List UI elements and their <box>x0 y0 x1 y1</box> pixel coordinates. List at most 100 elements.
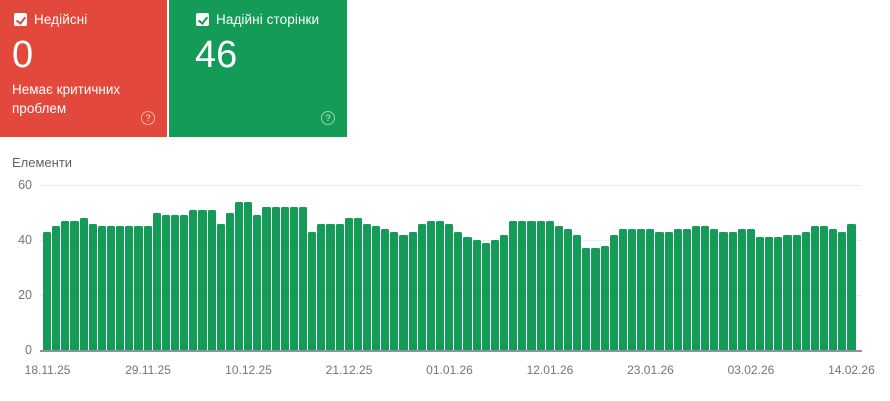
chart-bar[interactable] <box>88 223 97 350</box>
chart-bar[interactable] <box>298 207 308 350</box>
chart-bar[interactable] <box>152 212 161 350</box>
chart-bar[interactable] <box>454 231 463 350</box>
chart-bar[interactable] <box>189 209 198 350</box>
chart-bar[interactable] <box>52 226 61 350</box>
chart-bar[interactable] <box>829 229 838 350</box>
chart-bar[interactable] <box>765 237 774 350</box>
x-axis-tick-label: 01.01.26 <box>426 363 473 377</box>
chart-bar[interactable] <box>737 229 746 350</box>
chart-bar[interactable] <box>207 209 216 350</box>
valid-card-header: Надійні сторінки <box>196 12 319 27</box>
chart-bar[interactable] <box>472 240 481 350</box>
chart-bar[interactable] <box>637 229 646 350</box>
chart-bar[interactable] <box>509 220 518 350</box>
chart-bar[interactable] <box>216 223 225 350</box>
chart-bar[interactable] <box>746 229 755 350</box>
chart-bar[interactable] <box>819 226 829 350</box>
chart-bar[interactable] <box>582 248 591 350</box>
chart-bar[interactable] <box>79 218 88 350</box>
chart-bar[interactable] <box>390 231 399 350</box>
valid-card[interactable]: Надійні сторінки 46 ? <box>169 0 347 137</box>
chart-bar[interactable] <box>682 229 691 350</box>
chart-bar[interactable] <box>116 226 125 350</box>
chart-bar[interactable] <box>463 237 472 350</box>
chart-bar[interactable] <box>381 229 390 350</box>
chart-bar[interactable] <box>618 229 627 350</box>
help-icon[interactable]: ? <box>321 111 335 125</box>
chart-bar[interactable] <box>271 207 280 350</box>
invalid-checkbox[interactable] <box>14 13 27 26</box>
chart-bar[interactable] <box>244 201 253 350</box>
chart-bar[interactable] <box>774 237 783 350</box>
chart-bar[interactable] <box>97 226 106 350</box>
chart-bar[interactable] <box>344 218 353 350</box>
chart-bar[interactable] <box>372 226 381 350</box>
chart-bar[interactable] <box>43 231 52 350</box>
chart-bar[interactable] <box>691 226 701 350</box>
chart-bar[interactable] <box>838 231 847 350</box>
chart-bar[interactable] <box>755 237 765 350</box>
chart-bar[interactable] <box>317 223 326 350</box>
chart-bar[interactable] <box>426 220 436 350</box>
chart-bar[interactable] <box>801 231 810 350</box>
chart-bar[interactable] <box>280 207 289 350</box>
chart-bar[interactable] <box>234 201 244 350</box>
chart-bar[interactable] <box>710 229 719 350</box>
chart-bar[interactable] <box>134 226 143 350</box>
chart-bar[interactable] <box>518 220 527 350</box>
chart-bar[interactable] <box>125 226 134 350</box>
chart-bar[interactable] <box>362 223 372 350</box>
chart-bar[interactable] <box>61 220 70 350</box>
chart-bar[interactable] <box>655 231 664 350</box>
chart-bar[interactable] <box>481 242 490 350</box>
chart-bar[interactable] <box>262 207 271 350</box>
chart-bar[interactable] <box>106 226 116 350</box>
x-axis-tick-label: 12.01.26 <box>526 363 574 377</box>
chart-bar[interactable] <box>490 240 500 350</box>
chart-bar[interactable] <box>326 223 335 350</box>
chart-bar[interactable] <box>335 223 344 350</box>
chart-bar[interactable] <box>436 220 445 350</box>
chart-bar[interactable] <box>408 231 417 350</box>
chart-bar[interactable] <box>161 215 170 350</box>
chart-bar[interactable] <box>591 248 600 350</box>
help-icon[interactable]: ? <box>141 111 155 125</box>
chart-bar[interactable] <box>289 207 298 350</box>
chart-bar[interactable] <box>417 223 426 350</box>
chart-bar[interactable] <box>500 234 509 350</box>
chart-bar[interactable] <box>646 229 655 350</box>
chart-bar[interactable] <box>70 220 79 350</box>
chart-bar[interactable] <box>554 226 564 350</box>
chart-bar[interactable] <box>353 218 362 350</box>
chart-bar[interactable] <box>728 231 737 350</box>
chart-bar[interactable] <box>170 215 180 350</box>
chart-bar[interactable] <box>664 231 673 350</box>
x-axis-tick-label: 14.02.26 <box>828 363 875 377</box>
chart-bar[interactable] <box>783 234 792 350</box>
chart-bar[interactable] <box>564 229 573 350</box>
chart-bar[interactable] <box>527 220 536 350</box>
checkmark-icon <box>197 13 208 25</box>
chart-bar[interactable] <box>573 234 582 350</box>
chart-bar[interactable] <box>308 231 317 350</box>
chart-bar[interactable] <box>701 226 710 350</box>
chart-bar[interactable] <box>399 234 408 350</box>
chart-bar[interactable] <box>792 234 801 350</box>
chart-bar[interactable] <box>445 223 454 350</box>
chart-bar[interactable] <box>180 215 189 350</box>
valid-checkbox[interactable] <box>196 13 209 26</box>
invalid-card[interactable]: Недійсні 0 Немає критичних проблем ? <box>0 0 167 137</box>
chart-bar[interactable] <box>253 215 262 350</box>
chart-bar[interactable] <box>628 229 637 350</box>
chart-bar[interactable] <box>600 245 609 350</box>
chart-bar[interactable] <box>536 220 545 350</box>
chart-bar[interactable] <box>810 226 819 350</box>
chart-bar[interactable] <box>673 229 682 350</box>
chart-bar[interactable] <box>847 223 856 350</box>
chart-bar[interactable] <box>609 234 618 350</box>
chart-bar[interactable] <box>719 231 728 350</box>
chart-bar[interactable] <box>198 209 207 350</box>
chart-bar[interactable] <box>545 220 554 350</box>
chart-bar[interactable] <box>225 212 234 350</box>
chart-bar[interactable] <box>143 226 152 350</box>
